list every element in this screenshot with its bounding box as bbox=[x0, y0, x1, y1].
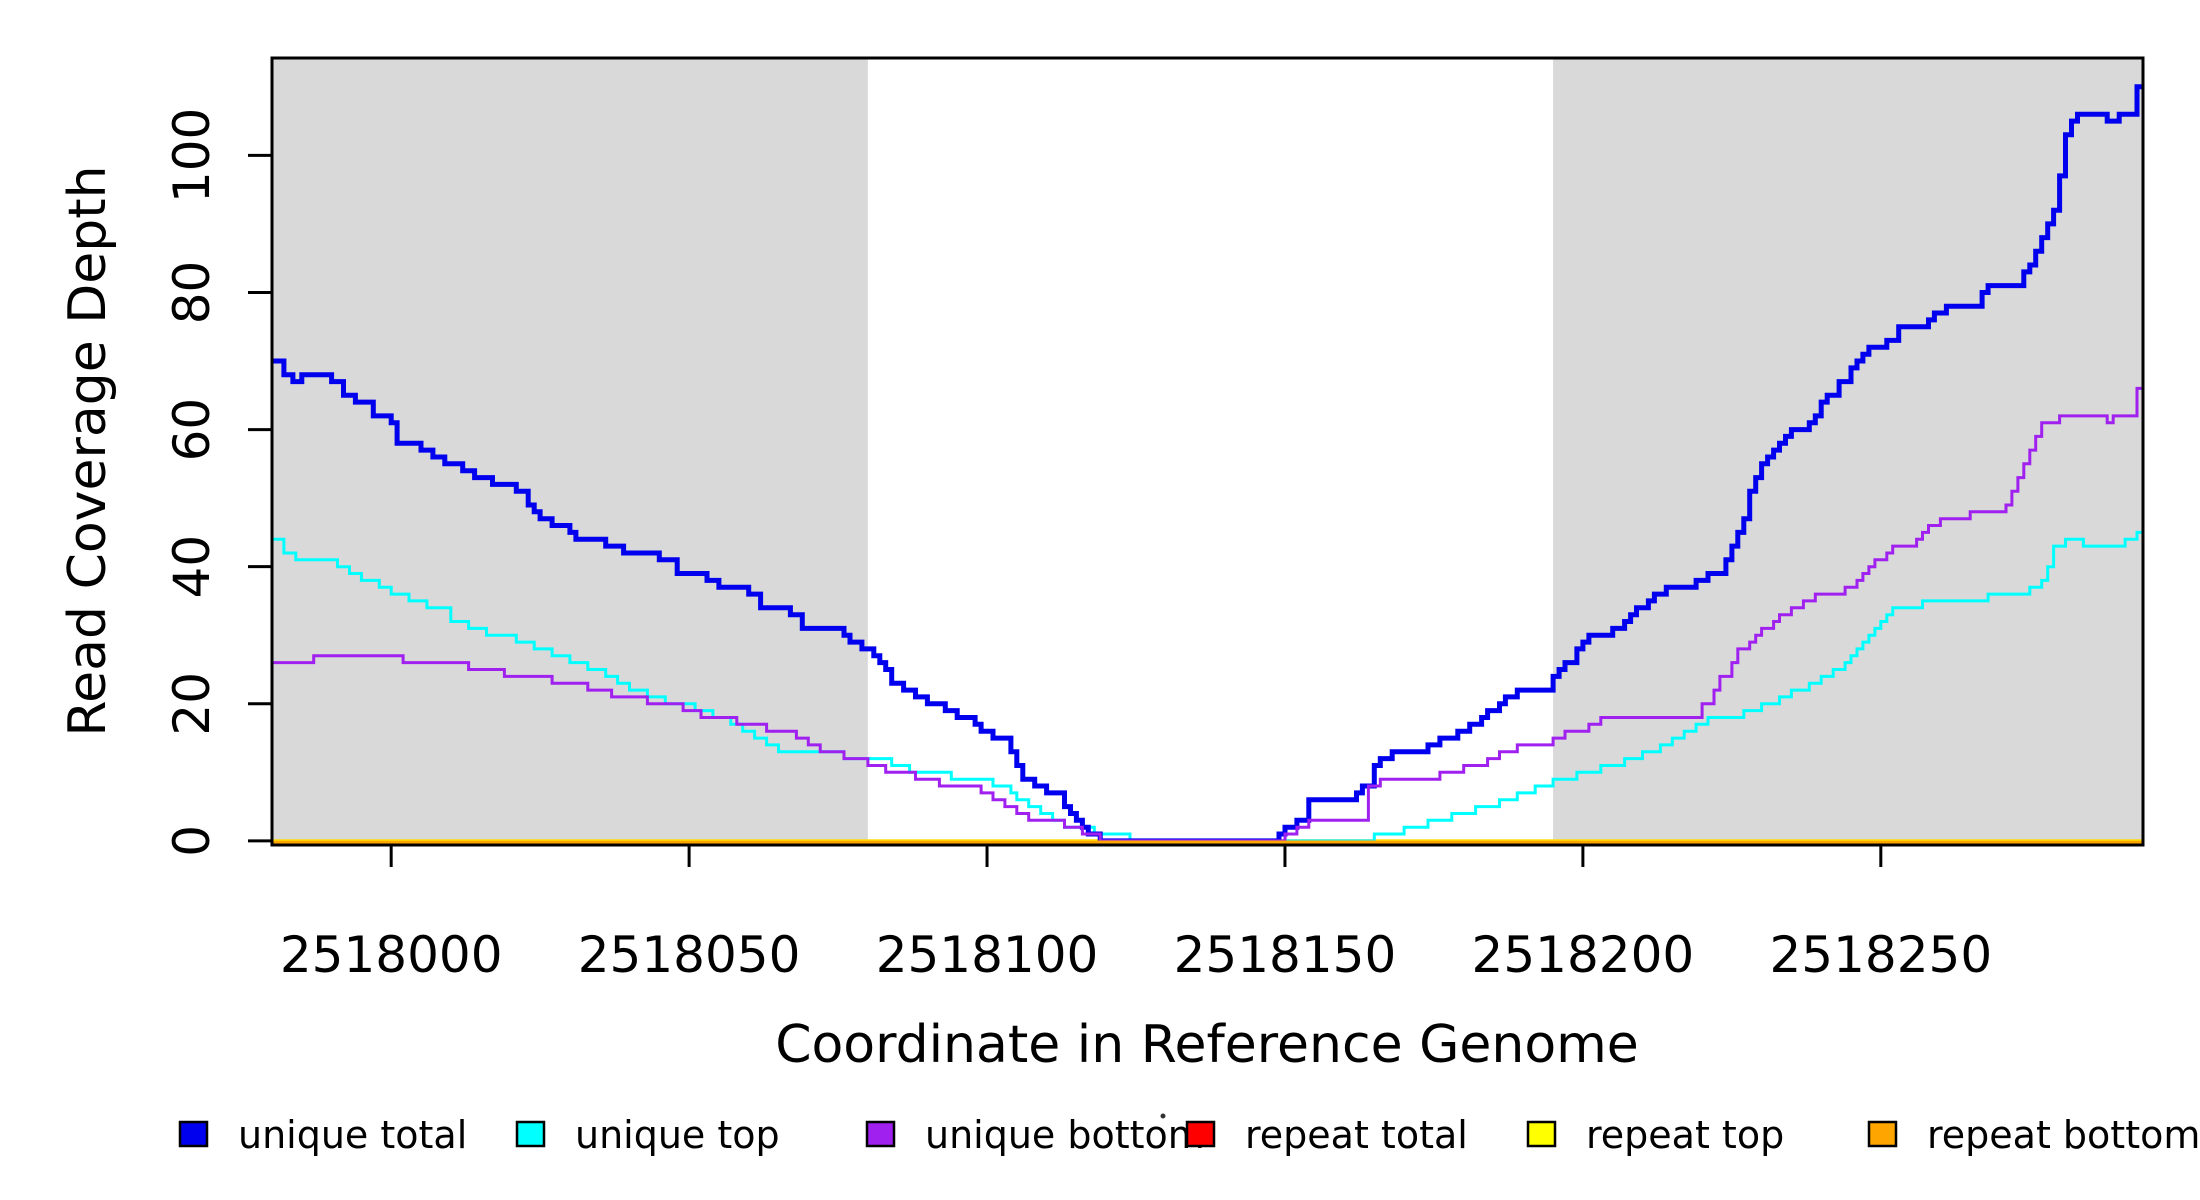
legend-swatch-unique-top bbox=[515, 1120, 546, 1148]
legend-label-unique-top: unique top bbox=[575, 1113, 780, 1157]
legend-swatch-unique-bottom bbox=[865, 1120, 896, 1148]
series-unique-top bbox=[272, 530, 2143, 843]
y-axis-tick-label: 0 bbox=[163, 825, 221, 857]
legend-label-repeat-bottom: repeat bottom bbox=[1927, 1113, 2200, 1157]
legend-swatch-unique-total bbox=[178, 1120, 209, 1148]
legend-swatch-repeat-bottom bbox=[1867, 1120, 1898, 1148]
x-axis-tick-label: 2518250 bbox=[1769, 926, 1992, 984]
y-axis-tick-label: 20 bbox=[163, 672, 221, 736]
shaded-region-left bbox=[272, 58, 868, 845]
x-axis-tick-label: 2518050 bbox=[578, 926, 801, 984]
legend-label-unique-bottom: unique bottom bbox=[925, 1113, 1205, 1157]
legend-label-repeat-total: repeat total bbox=[1245, 1113, 1468, 1157]
y-axis-title: Read Coverage Depth bbox=[58, 165, 118, 736]
x-axis-tick-label: 2518200 bbox=[1472, 926, 1695, 984]
x-axis-tick-label: 2518000 bbox=[280, 926, 503, 984]
x-axis-tick-label: 2518100 bbox=[876, 926, 1099, 984]
stray-dot bbox=[1160, 1113, 1166, 1119]
y-axis-tick-label: 40 bbox=[163, 535, 221, 599]
x-axis-title: Coordinate in Reference Genome bbox=[775, 1015, 1639, 1075]
legend-label-unique-total: unique total bbox=[238, 1113, 467, 1157]
plot-border bbox=[270, 56, 2145, 847]
y-axis-tick-label: 60 bbox=[163, 398, 221, 462]
series-unique-total bbox=[272, 84, 2143, 844]
y-axis-tick-label: 80 bbox=[163, 261, 221, 325]
legend-label-repeat-top: repeat top bbox=[1586, 1113, 1784, 1157]
y-axis-tick-label: 100 bbox=[163, 108, 221, 203]
series-unique-bottom bbox=[272, 386, 2143, 843]
x-axis-tick-label: 2518150 bbox=[1174, 926, 1397, 984]
legend-swatch-repeat-top bbox=[1526, 1120, 1557, 1148]
legend-swatch-repeat-total bbox=[1185, 1120, 1216, 1148]
shaded-region-right bbox=[1553, 58, 2143, 845]
